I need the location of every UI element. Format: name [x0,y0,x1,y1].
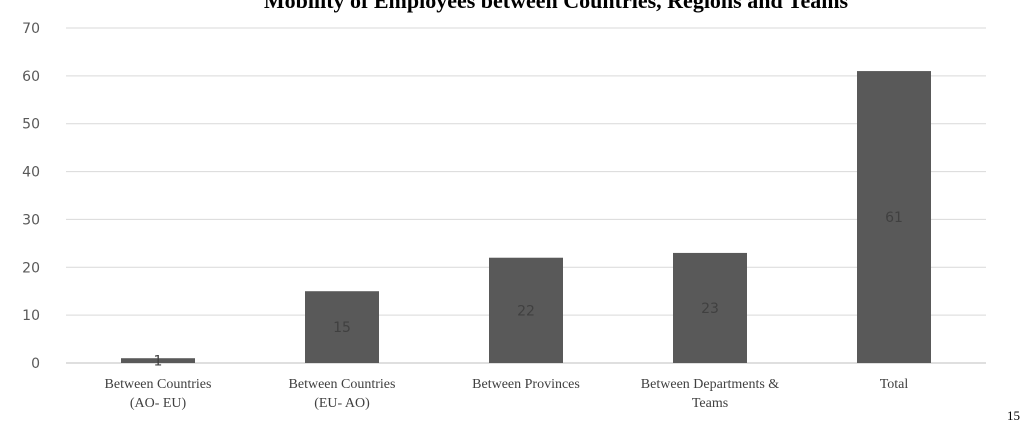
x-tick-label: Between Departments & [641,377,780,392]
bar [857,71,931,364]
bar [121,358,195,363]
y-tick-label: 10 [22,308,40,324]
data-label: 1 [154,354,163,370]
data-label: 15 [333,320,351,336]
page-number: 15 [1007,408,1020,423]
x-tick-label: Teams [692,396,728,411]
chart-title: Mobility of Employees between Countries,… [264,0,849,13]
data-label: 22 [517,303,535,319]
x-tick-label: Between Provinces [472,377,580,392]
x-tick-label: Total [880,377,909,392]
y-tick-label: 70 [22,21,40,37]
y-tick-label: 0 [31,356,40,372]
x-tick-label: Between Countries [289,377,396,392]
data-label: 23 [701,301,719,317]
x-tick-label: (AO- EU) [130,396,187,411]
bar [673,252,747,363]
data-label: 61 [885,210,903,226]
y-tick-label: 50 [22,117,40,133]
y-tick-label: 60 [22,69,40,85]
x-tick-label: (EU- AO) [314,396,370,411]
bar [489,257,563,363]
x-tick-label: Between Countries [105,377,212,392]
y-tick-label: 40 [22,165,40,181]
y-tick-label: 20 [22,260,40,276]
bar [305,291,379,363]
y-tick-label: 30 [22,212,40,228]
